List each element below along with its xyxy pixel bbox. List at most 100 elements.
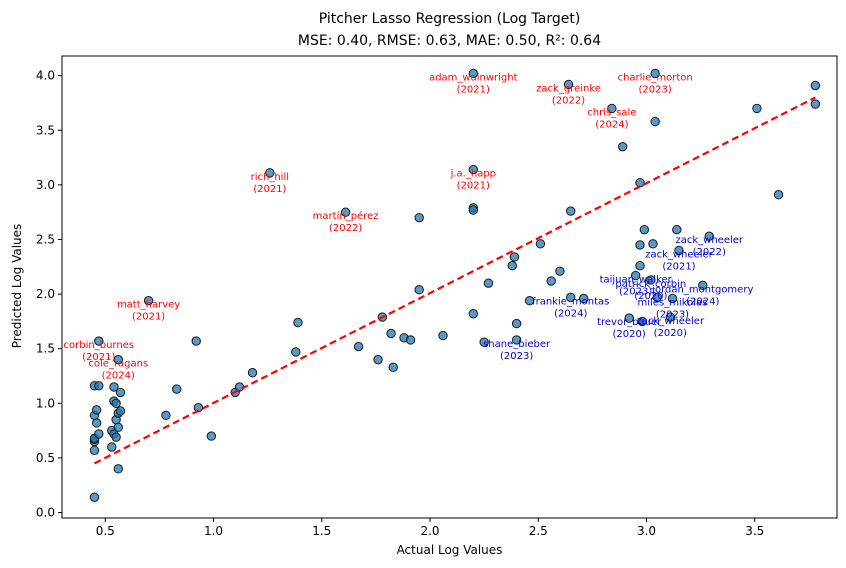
data-point — [89, 492, 100, 502]
data-point — [524, 295, 535, 306]
data-point — [353, 341, 364, 352]
data-point — [648, 239, 658, 249]
annotation-name: patrick_corbin — [615, 279, 686, 290]
data-point — [507, 261, 517, 271]
data-point — [698, 280, 708, 291]
annotation-year: (2021) — [132, 312, 165, 323]
data-point — [635, 177, 645, 188]
data-point — [373, 354, 383, 365]
data-point — [667, 293, 678, 304]
data-point — [607, 103, 617, 114]
y-tick-label: 0.5 — [36, 451, 55, 465]
annotation-year: (2022) — [329, 223, 362, 234]
annotation-year: (2020) — [654, 328, 687, 339]
annotation-year: (2020) — [634, 291, 667, 302]
x-tick-label: 3.0 — [637, 524, 656, 538]
data-point — [630, 270, 641, 281]
y-tick-label: 1.5 — [36, 342, 55, 356]
data-point — [752, 103, 762, 114]
x-tick-label: 3.5 — [745, 524, 764, 538]
annotation-year: (2023) — [656, 309, 689, 320]
data-point — [672, 224, 682, 235]
data-point — [115, 406, 126, 416]
data-point — [617, 141, 628, 152]
data-point — [635, 261, 645, 271]
annotation-name: miles_mikolas — [638, 297, 708, 308]
annotation-year: (2023) — [500, 351, 533, 362]
data-point — [563, 79, 574, 90]
data-point — [438, 330, 448, 341]
annotation-name: corbin_burnes — [64, 340, 135, 351]
x-tick-label: 0.5 — [96, 524, 115, 538]
data-point — [652, 292, 663, 303]
data-point — [624, 313, 634, 323]
x-axis-label: Actual Log Values — [397, 543, 503, 557]
annotation-year: (2021) — [457, 84, 490, 95]
data-point — [405, 335, 416, 345]
data-point — [206, 431, 217, 441]
data-point — [113, 464, 123, 474]
data-point — [650, 68, 660, 79]
data-point — [773, 190, 784, 200]
data-point — [109, 382, 119, 392]
annotation-name: cole_ragans — [88, 359, 148, 370]
data-point — [386, 328, 396, 339]
data-point — [555, 266, 565, 276]
annotation-year: (2020) — [613, 329, 646, 340]
annotation-name: zack_wheeler — [676, 235, 744, 246]
data-point — [143, 295, 154, 306]
data-point — [646, 275, 656, 285]
data-point — [674, 245, 684, 256]
annotation-year: (2024) — [595, 119, 628, 130]
data-point — [247, 368, 258, 378]
chart-title: Pitcher Lasso Regression (Log Target) — [319, 11, 581, 27]
annotation-name: taijuan_walker — [600, 275, 673, 286]
annotation-year: (2024) — [102, 371, 135, 382]
data-point — [639, 224, 650, 235]
annotation-year: (2023) — [619, 287, 652, 298]
data-point — [509, 252, 520, 262]
y-tick-label: 1.0 — [36, 396, 55, 410]
data-point — [115, 387, 126, 398]
y-tick-label: 2.0 — [36, 287, 55, 301]
data-point — [94, 336, 104, 346]
data-point — [172, 384, 182, 394]
data-point — [810, 99, 821, 109]
y-tick-label: 4.0 — [36, 69, 55, 83]
y-tick-label: 3.0 — [36, 178, 55, 192]
data-point — [650, 116, 660, 127]
annotation-year: (2022) — [552, 95, 585, 106]
annotation-name: zack_wheeler — [645, 249, 713, 260]
annotation-name: matt_harvey — [117, 300, 180, 311]
data-point — [479, 337, 489, 347]
y-tick-label: 3.5 — [36, 123, 55, 137]
annotation-year: (2022) — [693, 247, 726, 258]
data-point — [111, 398, 121, 409]
data-point — [637, 316, 647, 327]
data-point — [191, 336, 201, 346]
data-point — [535, 239, 546, 249]
data-point — [414, 212, 424, 223]
plot-marks: adam_wainwright(2021) zack_greinke(2022)c… — [64, 68, 821, 502]
y-tick-label: 0.0 — [36, 506, 55, 520]
annotation-name: j.a._happ — [450, 169, 496, 180]
annotation-name: zack_greinke — [536, 83, 601, 94]
data-point — [579, 293, 589, 304]
annotation-name: jordan_montgomery — [651, 284, 753, 295]
y-axis-label: Predicted Log Values — [10, 224, 24, 349]
annotation-year: (2021) — [82, 352, 115, 363]
annotation-name: zack_wheeler — [637, 316, 705, 327]
data-point — [483, 278, 494, 288]
data-point — [511, 318, 522, 329]
annotation-year: (2021) — [457, 181, 490, 192]
data-point — [511, 335, 522, 345]
data-point — [665, 312, 676, 322]
data-point — [414, 285, 424, 295]
data-point — [265, 168, 275, 178]
chart-subtitle: MSE: 0.40, RMSE: 0.63, MAE: 0.50, R²: 0.… — [298, 33, 601, 49]
data-point — [107, 442, 117, 452]
annotation-name: rich_hill — [251, 172, 289, 183]
axes: 0.5 1.0 1.5 2.0 2.5 3.0 3.5 0.0 0.5 1.0 1.5 2.0 2.5 3… — [36, 69, 764, 538]
data-point — [94, 381, 104, 391]
data-point — [468, 68, 479, 79]
